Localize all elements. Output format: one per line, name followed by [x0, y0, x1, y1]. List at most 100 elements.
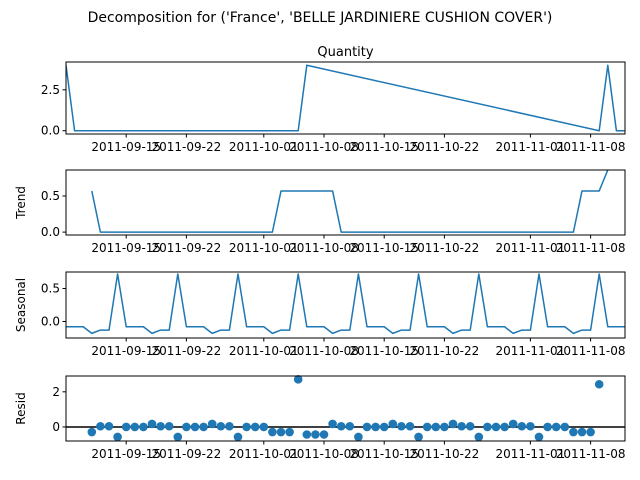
- trend-series-line: [91, 170, 609, 233]
- resid-point-28: [328, 419, 337, 429]
- resid-point-54: [551, 422, 561, 432]
- observed-ytick-label: 0.0: [41, 124, 60, 138]
- resid-xtick-label: 2011-11-01: [496, 447, 566, 461]
- resid-point-9: [164, 421, 174, 431]
- resid-point-24: [293, 375, 303, 384]
- resid-axes-frame: [65, 375, 626, 442]
- resid-point-49: [508, 419, 518, 429]
- resid-point-16: [225, 421, 234, 431]
- resid-point-13: [199, 422, 208, 432]
- resid-point-14: [207, 419, 217, 429]
- resid-point-56: [569, 427, 578, 437]
- resid-xtick-label: 2011-10-08: [289, 447, 359, 461]
- trend-ylabel: Trend: [14, 186, 28, 220]
- trend-xtick-label: 2011-10-08: [289, 241, 359, 255]
- seasonal-xtick-label: 2011-10-08: [289, 344, 359, 358]
- resid-point-32: [362, 422, 372, 432]
- resid-point-17: [233, 432, 243, 442]
- trend-axes-frame: [65, 169, 626, 236]
- trend-xtick-label: 2011-10-22: [410, 241, 480, 255]
- resid-xtick-label: 2011-10-15: [349, 447, 419, 461]
- resid-xtick-label: 2011-09-22: [152, 447, 222, 461]
- observed-axes-frame: [65, 61, 626, 135]
- observed-xtick-label: 2011-09-15: [91, 140, 161, 154]
- resid-point-33: [371, 422, 380, 432]
- seasonal-xtick-label: 2011-11-01: [496, 344, 566, 358]
- resid-point-37: [405, 421, 415, 431]
- resid-point-39: [422, 422, 432, 432]
- resid-point-8: [156, 421, 165, 431]
- seasonal-axes-frame: [65, 271, 626, 339]
- resid-point-57: [577, 427, 587, 437]
- resid-point-12: [190, 422, 200, 432]
- trend-xtick-label: 2011-11-01: [496, 241, 566, 255]
- resid-point-43: [457, 421, 466, 431]
- resid-point-48: [500, 422, 509, 432]
- resid-point-41: [440, 422, 449, 432]
- resid-point-30: [345, 421, 355, 431]
- resid-point-34: [379, 422, 389, 432]
- figure-suptitle: Decomposition for ('France', 'BELLE JARD…: [88, 10, 553, 26]
- resid-ytick-label: 2: [52, 385, 60, 399]
- resid-point-59: [594, 379, 604, 389]
- resid-point-18: [242, 422, 251, 432]
- trend-xtick-label: 2011-09-15: [91, 241, 161, 255]
- seasonal-xtick-label: 2011-10-15: [349, 344, 419, 358]
- resid-point-45: [474, 432, 484, 442]
- resid-ytick-label: 0: [52, 420, 60, 434]
- resid-point-44: [465, 421, 475, 431]
- resid-point-58: [586, 427, 595, 437]
- resid-point-0: [87, 427, 97, 437]
- resid-point-35: [388, 419, 398, 429]
- resid-point-20: [259, 422, 269, 432]
- resid-point-2: [104, 421, 114, 431]
- resid-xtick-label: 2011-10-01: [229, 447, 299, 461]
- trend-xtick-label: 2011-11-08: [556, 241, 626, 255]
- resid-point-22: [276, 427, 286, 437]
- seasonal-xtick-label: 2011-11-08: [556, 344, 626, 358]
- resid-point-27: [319, 430, 329, 439]
- resid-point-38: [414, 432, 423, 442]
- observed-series-line: [66, 64, 625, 132]
- observed-xtick-label: 2011-10-15: [349, 140, 419, 154]
- resid-xtick-label: 2011-10-22: [410, 447, 480, 461]
- resid-point-3: [113, 432, 122, 442]
- resid-point-31: [354, 432, 363, 442]
- resid-point-15: [216, 421, 226, 431]
- observed-xtick-label: 2011-10-08: [289, 140, 359, 154]
- resid-point-46: [483, 422, 492, 432]
- resid-point-26: [311, 430, 320, 439]
- resid-xtick-label: 2011-11-08: [556, 447, 626, 461]
- seasonal-xtick-label: 2011-10-22: [410, 344, 480, 358]
- resid-point-29: [336, 421, 346, 431]
- resid-point-40: [431, 422, 441, 432]
- observed-xtick-label: 2011-11-08: [556, 140, 626, 154]
- resid-point-53: [543, 422, 552, 432]
- observed-xtick-label: 2011-10-01: [229, 140, 299, 154]
- resid-point-36: [397, 421, 406, 431]
- observed-ytick-label: 2.5: [41, 83, 60, 97]
- seasonal-ylabel: Seasonal: [14, 278, 28, 332]
- trend-xtick-label: 2011-10-15: [349, 241, 419, 255]
- resid-point-25: [302, 430, 312, 439]
- resid-point-55: [560, 422, 570, 432]
- observed-xtick-label: 2011-09-22: [152, 140, 222, 154]
- resid-point-10: [173, 432, 183, 442]
- seasonal-xtick-label: 2011-10-01: [229, 344, 299, 358]
- trend-ytick-label: 0.0: [41, 225, 60, 239]
- resid-point-4: [121, 422, 131, 432]
- observed-panel-title: Quantity: [317, 45, 373, 60]
- resid-point-23: [285, 427, 294, 437]
- trend-ytick-label: 0.5: [41, 189, 60, 203]
- resid-point-51: [526, 421, 535, 431]
- resid-point-19: [250, 422, 260, 432]
- resid-point-1: [96, 421, 105, 431]
- observed-xtick-label: 2011-10-22: [410, 140, 480, 154]
- resid-point-11: [182, 422, 191, 432]
- resid-point-21: [268, 427, 277, 437]
